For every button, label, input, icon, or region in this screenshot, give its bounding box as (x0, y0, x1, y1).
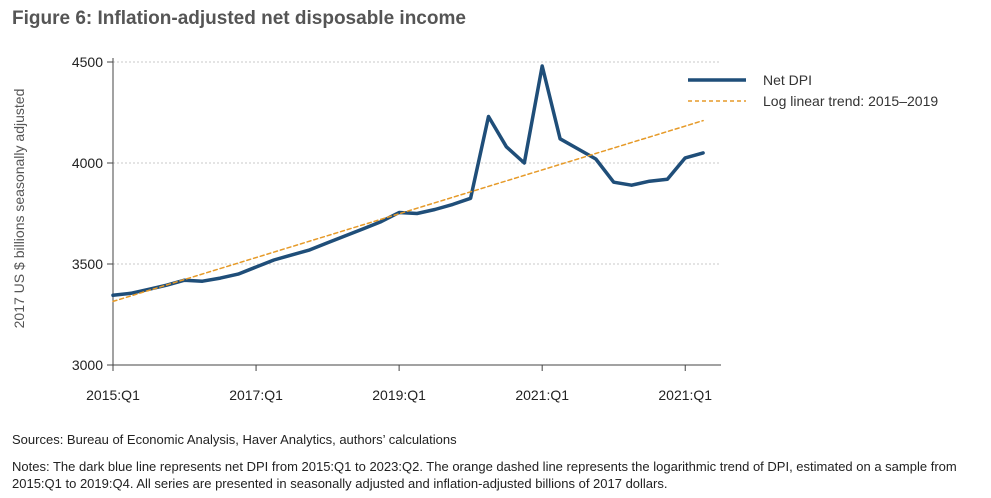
figure-title: Figure 6: Inflation-adjusted net disposa… (12, 8, 466, 29)
x-tick-label: 2017:Q1 (229, 387, 283, 403)
y-axis-label: 2017 US $ billions seasonally adjusted (11, 89, 27, 329)
legend-label: Net DPI (763, 72, 812, 88)
y-tick-label: 3000 (72, 357, 103, 373)
series-group (111, 64, 705, 303)
x-axis-ticks: 2015:Q1 2017:Q1 2019:Q1 2021:Q1 2021:Q1 (86, 365, 712, 403)
sources-text: Sources: Bureau of Economic Analysis, Ha… (12, 432, 457, 447)
net-dpi-line (111, 64, 705, 298)
y-tick-label: 3500 (72, 256, 103, 272)
legend-label: Log linear trend: 2015–2019 (763, 93, 938, 109)
x-tick-label: 2021:Q1 (515, 387, 569, 403)
legend: Net DPI Log linear trend: 2015–2019 (688, 72, 938, 109)
axes (112, 58, 721, 366)
grid (113, 61, 721, 265)
y-tick-label: 4000 (72, 155, 103, 171)
notes-text: Notes: The dark blue line represents net… (12, 459, 957, 491)
trend-line (112, 119, 704, 303)
x-tick-label: 2015:Q1 (86, 387, 140, 403)
y-tick-label: 4500 (72, 54, 103, 70)
y-axis-ticks: 3000 3500 4000 4500 (72, 54, 113, 373)
x-tick-label: 2021:Q1 (658, 387, 712, 403)
x-tick-label: 2019:Q1 (372, 387, 426, 403)
